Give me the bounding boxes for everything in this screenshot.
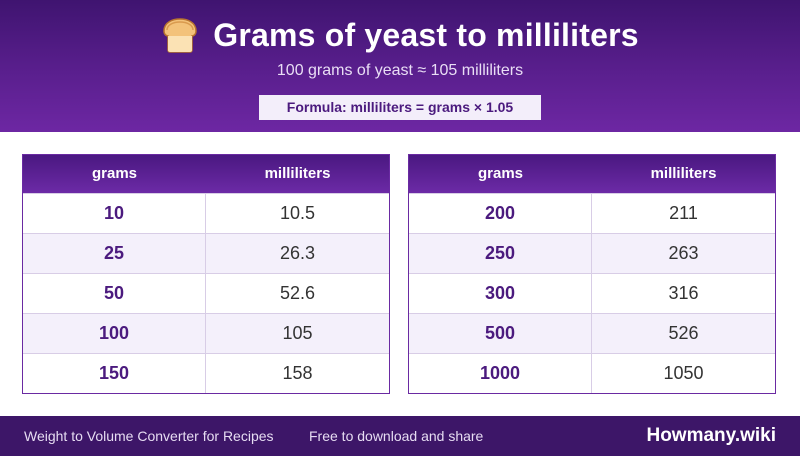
grams-cell: 50 [23, 274, 206, 313]
grams-cell: 500 [409, 314, 592, 353]
table-row: 500 526 [409, 313, 775, 353]
table-row: 150 158 [23, 353, 389, 393]
brand-logo[interactable]: Howmany.wiki [646, 425, 776, 446]
milliliters-cell: 316 [668, 283, 699, 303]
grams-cell: 150 [23, 354, 206, 393]
milliliters-cell: 105 [282, 323, 313, 343]
table-row: 1000 1050 [409, 353, 775, 393]
table-row: 250 263 [409, 233, 775, 273]
milliliters-cell: 26.3 [279, 243, 316, 263]
column-header-milliliters: milliliters [264, 165, 331, 182]
footer-bar: Weight to Volume Converter for Recipes F… [0, 416, 800, 456]
table-header: grams milliliters [23, 155, 389, 193]
table-row: 300 316 [409, 273, 775, 313]
footer-caption: Weight to Volume Converter for Recipes [24, 428, 274, 444]
page-title: Grams of yeast to milliliters [213, 17, 639, 53]
milliliters-cell: 263 [668, 243, 699, 263]
milliliters-cell: 526 [668, 323, 699, 343]
milliliters-cell: 1050 [663, 363, 704, 383]
table-header: grams milliliters [409, 155, 775, 193]
column-header-grams: grams [91, 165, 138, 182]
milliliters-cell: 211 [669, 203, 698, 223]
grams-cell: 200 [409, 194, 592, 233]
footer-note: Free to download and share [309, 428, 484, 444]
grams-cell: 250 [409, 234, 592, 273]
conversion-table-right: grams milliliters 200 211 250 263 300 31… [408, 154, 776, 394]
table-row: 200 211 [409, 193, 775, 233]
milliliters-cell: 10.5 [279, 203, 316, 223]
grams-cell: 300 [409, 274, 592, 313]
column-header-grams: grams [477, 165, 524, 182]
grams-cell: 10 [23, 194, 206, 233]
formula-box: Formula: milliliters = grams × 1.05 [259, 95, 541, 120]
column-header-milliliters: milliliters [650, 165, 717, 182]
title-row: Grams of yeast to milliliters [0, 13, 800, 57]
subtitle: 100 grams of yeast ≈ 105 milliliters [276, 62, 524, 79]
header-banner: Grams of yeast to milliliters 100 grams … [0, 0, 800, 132]
conversion-table-left: grams milliliters 10 10.5 25 26.3 50 52.… [22, 154, 390, 394]
grams-cell: 100 [23, 314, 206, 353]
bread-icon [161, 17, 199, 53]
grams-cell: 25 [23, 234, 206, 273]
table-row: 50 52.6 [23, 273, 389, 313]
table-row: 25 26.3 [23, 233, 389, 273]
milliliters-cell: 52.6 [279, 283, 316, 303]
milliliters-cell: 158 [282, 363, 313, 383]
table-row: 10 10.5 [23, 193, 389, 233]
grams-cell: 1000 [409, 354, 592, 393]
table-row: 100 105 [23, 313, 389, 353]
